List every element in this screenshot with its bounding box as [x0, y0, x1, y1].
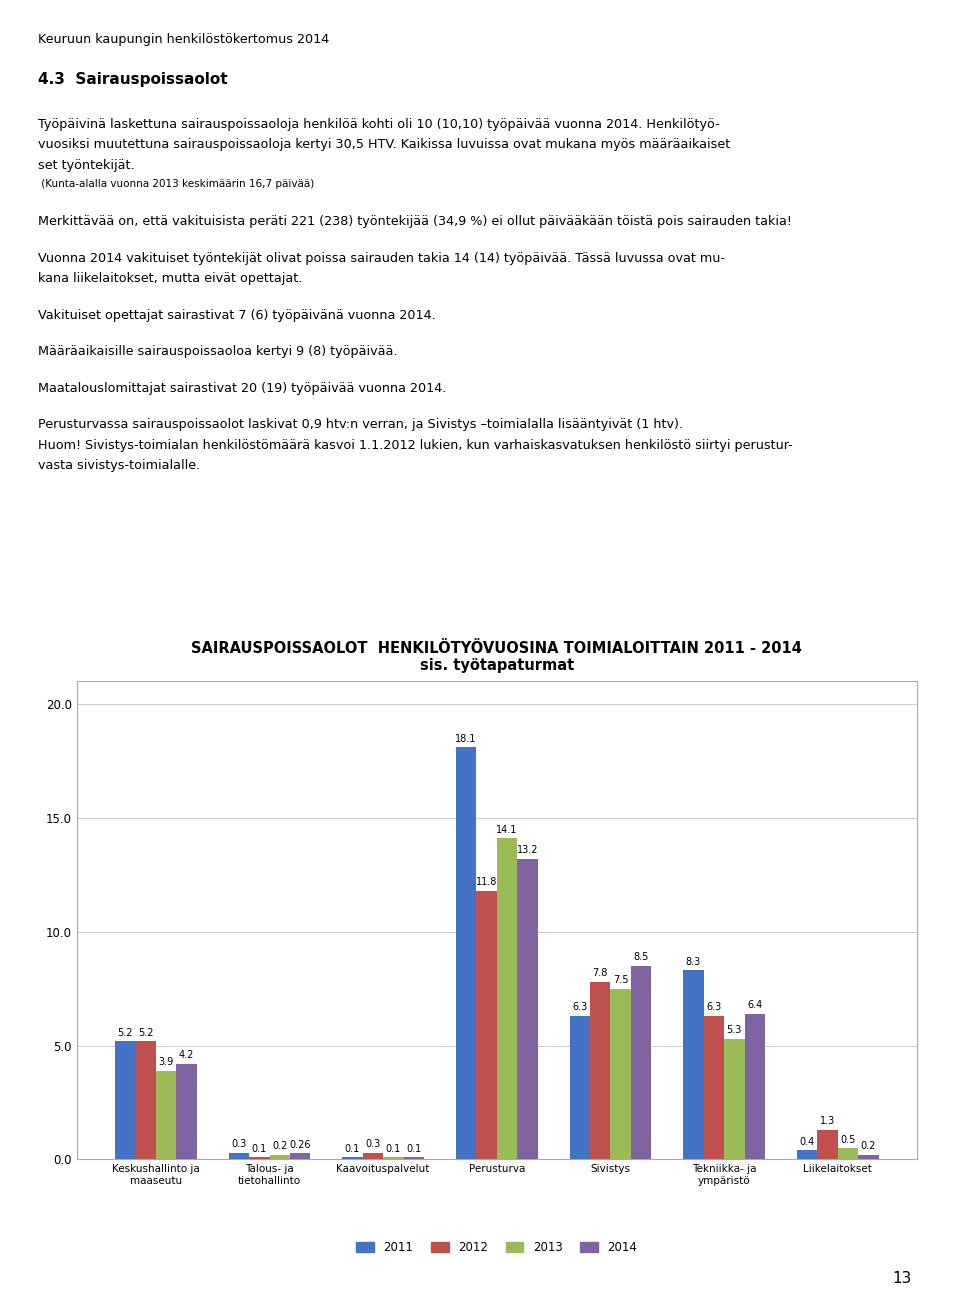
- Bar: [177, 1064, 197, 1159]
- Legend: 2011, 2012, 2013, 2014: 2011, 2012, 2013, 2014: [351, 1237, 642, 1259]
- Text: 0.3: 0.3: [366, 1140, 380, 1149]
- Text: 6.3: 6.3: [707, 1002, 722, 1013]
- Text: 0.3: 0.3: [231, 1140, 247, 1149]
- Bar: [817, 1129, 838, 1159]
- Text: 3.9: 3.9: [158, 1057, 174, 1068]
- Bar: [704, 1017, 724, 1159]
- Bar: [343, 1157, 363, 1159]
- Text: 0.4: 0.4: [800, 1137, 815, 1146]
- Text: vasta sivistys-toimialalle.: vasta sivistys-toimialalle.: [38, 458, 201, 472]
- Text: vuosiksi muutettuna sairauspoissaoloja kertyi 30,5 HTV. Kaikissa luvuissa ovat m: vuosiksi muutettuna sairauspoissaoloja k…: [38, 138, 731, 151]
- Bar: [156, 1070, 177, 1159]
- Bar: [611, 989, 631, 1159]
- Bar: [858, 1155, 878, 1159]
- Text: 6.4: 6.4: [747, 1001, 762, 1010]
- Text: Vuonna 2014 vakituiset työntekijät olivat poissa sairauden takia 14 (14) työpäiv: Vuonna 2014 vakituiset työntekijät oliva…: [38, 252, 726, 265]
- Bar: [745, 1014, 765, 1159]
- Text: Maatalouslomittajat sairastivat 20 (19) työpäivää vuonna 2014.: Maatalouslomittajat sairastivat 20 (19) …: [38, 381, 446, 394]
- Bar: [497, 838, 517, 1159]
- Text: Vakituiset opettajat sairastivat 7 (6) työpäivänä vuonna 2014.: Vakituiset opettajat sairastivat 7 (6) t…: [38, 309, 436, 322]
- Text: set työntekijät.: set työntekijät.: [38, 159, 135, 172]
- Bar: [135, 1041, 156, 1159]
- Bar: [249, 1157, 270, 1159]
- Text: 4.2: 4.2: [179, 1051, 194, 1060]
- Text: Perusturvassa sairauspoissaolot laskivat 0,9 htv:n verran, ja Sivistys –toimiala: Perusturvassa sairauspoissaolot laskivat…: [38, 418, 684, 431]
- Bar: [631, 965, 651, 1159]
- Text: 0.1: 0.1: [345, 1144, 360, 1154]
- Text: 4.3  Sairauspoissaolot: 4.3 Sairauspoissaolot: [38, 72, 228, 86]
- Text: 0.26: 0.26: [290, 1140, 311, 1150]
- Text: Huom! Sivistys-toimialan henkilöstömäärä kasvoi 1.1.2012 lukien, kun varhaiskasv: Huom! Sivistys-toimialan henkilöstömäärä…: [38, 439, 793, 452]
- Bar: [290, 1153, 310, 1159]
- Bar: [115, 1041, 135, 1159]
- Bar: [684, 971, 704, 1159]
- Bar: [517, 859, 538, 1159]
- Text: 5.3: 5.3: [727, 1026, 742, 1035]
- Text: 14.1: 14.1: [496, 825, 517, 834]
- Text: Määräaikaisille sairauspoissaoloa kertyi 9 (8) työpäivää.: Määräaikaisille sairauspoissaoloa kertyi…: [38, 346, 397, 359]
- Bar: [383, 1157, 403, 1159]
- Text: 11.8: 11.8: [476, 878, 497, 887]
- Bar: [590, 981, 611, 1159]
- Text: Keuruun kaupungin henkilöstökertomus 2014: Keuruun kaupungin henkilöstökertomus 201…: [38, 33, 329, 46]
- Text: 5.2: 5.2: [138, 1027, 154, 1038]
- Text: 13: 13: [893, 1272, 912, 1286]
- Text: 7.5: 7.5: [612, 975, 629, 985]
- Text: 0.5: 0.5: [840, 1134, 855, 1145]
- Bar: [270, 1155, 290, 1159]
- Text: 0.2: 0.2: [272, 1141, 287, 1151]
- Text: kana liikelaitokset, mutta eivät opettajat.: kana liikelaitokset, mutta eivät opettaj…: [38, 272, 302, 286]
- Text: 18.1: 18.1: [455, 734, 477, 744]
- Bar: [363, 1153, 383, 1159]
- Bar: [456, 747, 476, 1159]
- Text: 0.1: 0.1: [386, 1144, 401, 1154]
- Bar: [403, 1157, 424, 1159]
- Text: 13.2: 13.2: [516, 845, 539, 855]
- Text: 7.8: 7.8: [592, 968, 608, 979]
- Text: 8.5: 8.5: [634, 952, 649, 963]
- Text: 5.2: 5.2: [117, 1027, 132, 1038]
- Bar: [838, 1148, 858, 1159]
- Text: 0.1: 0.1: [406, 1144, 421, 1154]
- Bar: [797, 1150, 817, 1159]
- Bar: [228, 1153, 249, 1159]
- Text: 1.3: 1.3: [820, 1116, 835, 1127]
- Text: 0.2: 0.2: [861, 1141, 876, 1151]
- Text: Merkittävää on, että vakituisista peräti 221 (238) työntekijää (34,9 %) ei ollut: Merkittävää on, että vakituisista peräti…: [38, 215, 792, 228]
- Bar: [724, 1039, 745, 1159]
- Title: SAIRAUSPOISSAOLOT  HENKILÖTYÖVUOSINA TOIMIALOITTAIN 2011 - 2014
sis. työtapaturm: SAIRAUSPOISSAOLOT HENKILÖTYÖVUOSINA TOIM…: [191, 641, 803, 673]
- Text: 8.3: 8.3: [685, 956, 701, 967]
- Text: 0.1: 0.1: [252, 1144, 267, 1154]
- Text: Työpäivinä laskettuna sairauspoissaoloja henkilöä kohti oli 10 (10,10) työpäivää: Työpäivinä laskettuna sairauspoissaoloja…: [38, 118, 720, 131]
- Bar: [569, 1017, 590, 1159]
- Text: (Kunta-alalla vuonna 2013 keskimäärin 16,7 päivää): (Kunta-alalla vuonna 2013 keskimäärin 16…: [38, 178, 315, 189]
- Bar: [476, 891, 497, 1159]
- Text: 6.3: 6.3: [572, 1002, 588, 1013]
